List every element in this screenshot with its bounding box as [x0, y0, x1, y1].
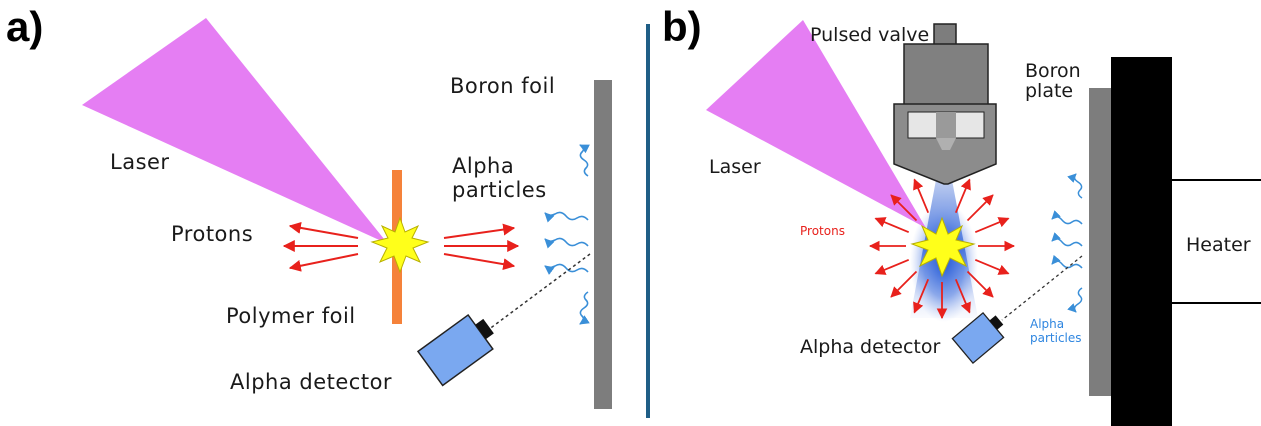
alpha-particles-label-b-line2: particles — [1030, 331, 1082, 345]
boron-foil-label: Boron foil — [450, 74, 556, 98]
laser-flash-a — [370, 216, 430, 274]
protons-label-a: Protons — [171, 222, 254, 246]
proton-arrow — [954, 278, 971, 314]
laser-label-a: Laser — [110, 150, 170, 174]
polymer-foil-label: Polymer foil — [226, 304, 356, 328]
proton-arrows-left-a — [282, 221, 359, 272]
pulsed-valve — [893, 23, 997, 185]
alpha-detector-a — [416, 313, 494, 387]
alpha-detector-label-b: Alpha detector — [800, 336, 941, 358]
proton-arrow — [913, 178, 930, 214]
proton-arrow — [890, 270, 918, 298]
boron-plate-label-line1: Boron — [1025, 60, 1081, 82]
alpha-particles-label-a-line1: Alpha — [452, 154, 515, 178]
pulsed-valve-label: Pulsed valve — [810, 24, 930, 46]
panel-b — [706, 20, 1261, 426]
proton-arrow — [954, 178, 971, 214]
boron-plate — [1089, 88, 1111, 396]
detection-line-b — [1001, 255, 1083, 321]
proton-arrows-b — [868, 178, 1016, 320]
detection-line-a — [487, 253, 591, 331]
heater-label: Heater — [1186, 234, 1251, 256]
proton-arrow — [974, 217, 1010, 234]
proton-arrow — [974, 258, 1010, 275]
alpha-particles-label-b-line1: Alpha — [1030, 317, 1065, 331]
panel-a — [82, 18, 612, 409]
proton-arrow — [966, 270, 994, 298]
alpha-detector-label-a: Alpha detector — [230, 370, 393, 394]
proton-arrow — [913, 278, 930, 314]
protons-label-b: Protons — [800, 224, 845, 238]
panel-a-letter: a) — [6, 3, 44, 50]
laser-flash-b — [910, 216, 976, 278]
laser-beam-b — [706, 20, 926, 228]
alpha-particles-label-a-line2: particles — [452, 178, 547, 202]
boron-plate-label-line2: plate — [1025, 80, 1074, 102]
laser-beam-a — [82, 18, 388, 244]
alpha-wavy-arrows-b — [1051, 173, 1083, 313]
heater-block — [1111, 57, 1172, 426]
panel-b-letter: b) — [662, 3, 702, 50]
boron-foil — [594, 80, 612, 409]
laser-label-b: Laser — [709, 156, 761, 178]
alpha-wavy-arrows-a — [544, 144, 590, 325]
proton-arrows-right-a — [443, 223, 520, 271]
proton-arrow — [890, 194, 918, 222]
proton-arrow — [874, 217, 910, 234]
proton-arrow — [966, 194, 994, 222]
alpha-detector-b — [951, 311, 1005, 365]
proton-arrow — [874, 258, 910, 275]
